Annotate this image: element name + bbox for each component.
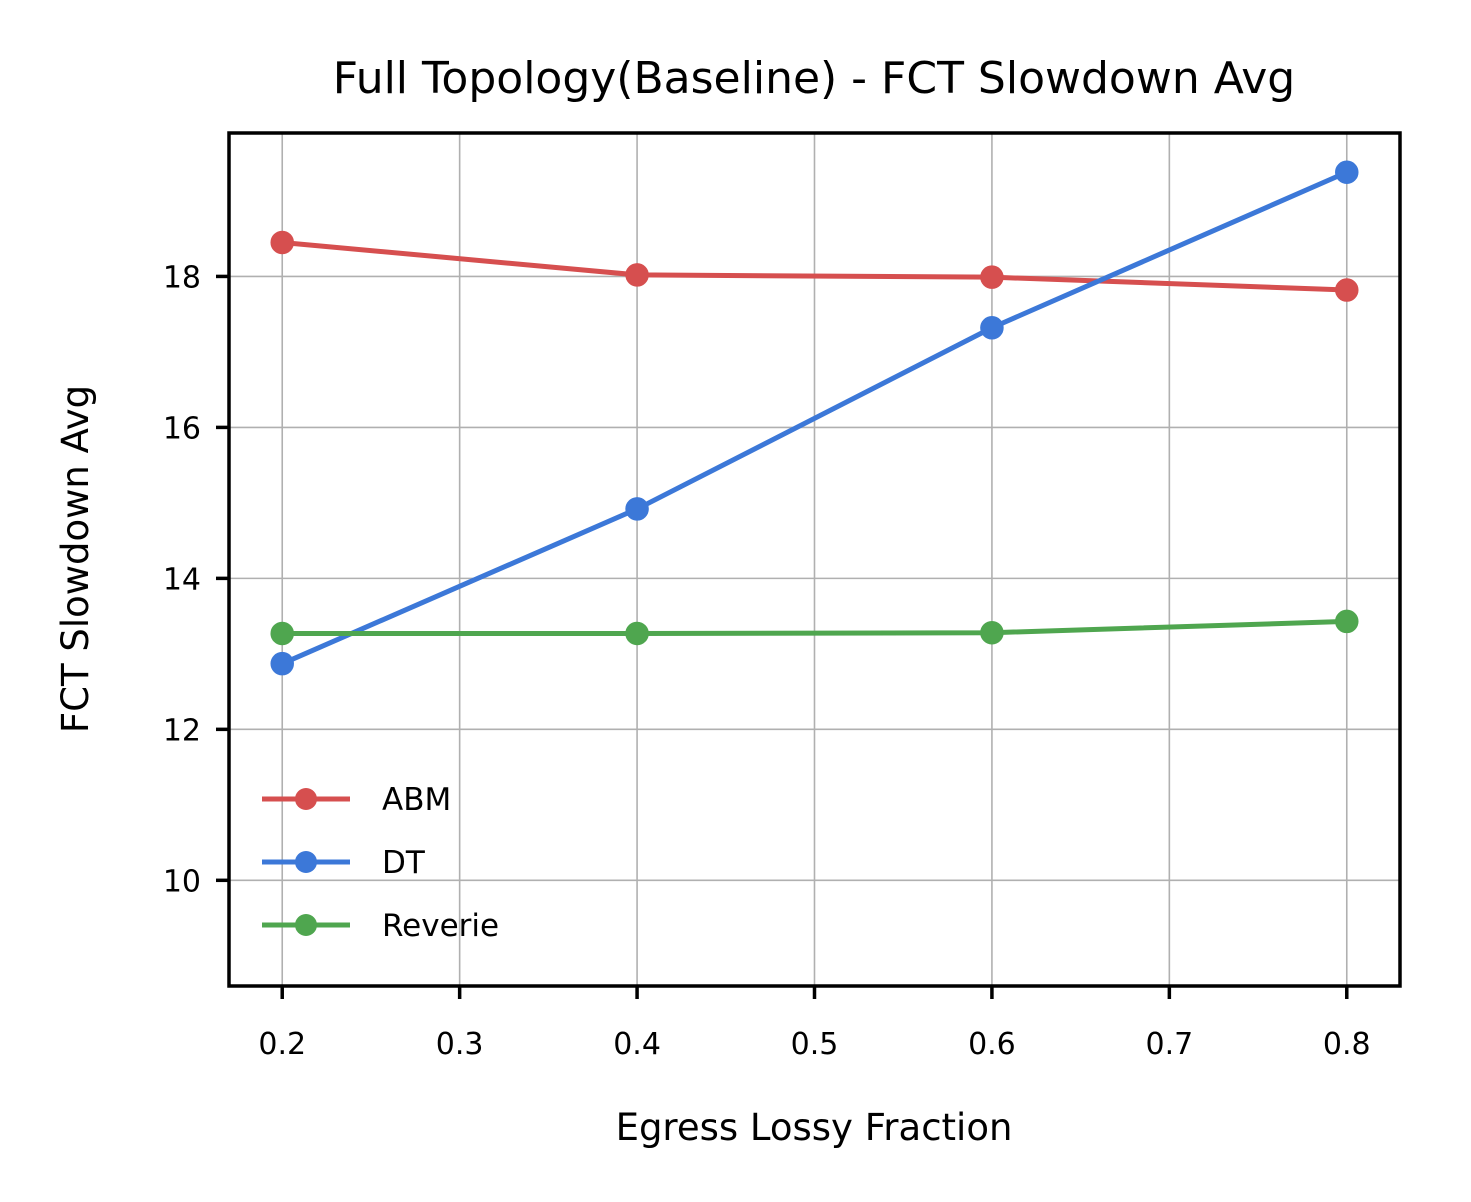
data-point-dt[interactable] bbox=[625, 497, 649, 521]
y-tick-label: 12 bbox=[163, 713, 201, 748]
data-point-reverie[interactable] bbox=[980, 620, 1004, 645]
y-tick-label: 18 bbox=[163, 260, 201, 295]
legend-marker-dt bbox=[295, 851, 317, 873]
legend-label-dt: DT bbox=[382, 845, 426, 881]
legend-item-abm[interactable]: ABM bbox=[262, 782, 451, 818]
legend-marker-reverie bbox=[295, 914, 317, 936]
x-tick-label: 0.3 bbox=[436, 1027, 484, 1062]
data-point-reverie[interactable] bbox=[1335, 609, 1359, 634]
legend-label-abm: ABM bbox=[382, 782, 451, 818]
legend-marker-abm bbox=[295, 788, 317, 810]
legend-label-reverie: Reverie bbox=[382, 908, 499, 944]
x-tick-label: 0.6 bbox=[968, 1027, 1016, 1062]
data-point-reverie[interactable] bbox=[625, 621, 649, 646]
series-line-abm bbox=[279, 239, 1350, 293]
x-tick-label: 0.8 bbox=[1323, 1027, 1371, 1062]
series-abm bbox=[270, 230, 1359, 302]
x-tick-label: 0.7 bbox=[1145, 1027, 1193, 1062]
x-axis-label: Egress Lossy Fraction bbox=[616, 1106, 1013, 1149]
x-tick-label: 0.5 bbox=[791, 1027, 839, 1062]
data-point-abm[interactable] bbox=[625, 263, 649, 287]
data-point-abm[interactable] bbox=[1335, 278, 1359, 302]
data-point-dt[interactable] bbox=[1335, 160, 1359, 185]
data-point-abm[interactable] bbox=[270, 230, 294, 255]
legend[interactable]: ABM DT Reverie bbox=[262, 782, 499, 944]
data-point-dt[interactable] bbox=[270, 651, 294, 676]
axis-ticks: 0.2 0.3 0.4 0.5 0.6 0.7 0.8 10 12 14 16 18 bbox=[163, 260, 1371, 1062]
x-tick-label: 0.2 bbox=[258, 1027, 306, 1062]
legend-item-dt[interactable]: DT bbox=[262, 845, 426, 881]
x-tick-label: 0.4 bbox=[613, 1027, 661, 1062]
data-point-abm[interactable] bbox=[980, 265, 1004, 289]
series-layer bbox=[270, 160, 1359, 676]
data-point-reverie[interactable] bbox=[270, 621, 294, 646]
series-dt bbox=[270, 160, 1359, 676]
y-axis-label: FCT Slowdown Avg bbox=[54, 385, 97, 733]
y-tick-label: 14 bbox=[163, 562, 201, 597]
y-tick-label: 16 bbox=[163, 411, 201, 446]
legend-item-reverie[interactable]: Reverie bbox=[262, 908, 499, 944]
chart-title: Full Topology(Baseline) - FCT Slowdown A… bbox=[333, 53, 1295, 104]
series-reverie bbox=[270, 609, 1359, 646]
data-point-dt[interactable] bbox=[980, 316, 1004, 340]
series-line-reverie bbox=[279, 618, 1350, 636]
series-line-dt bbox=[279, 169, 1350, 667]
y-tick-label: 10 bbox=[163, 864, 201, 899]
